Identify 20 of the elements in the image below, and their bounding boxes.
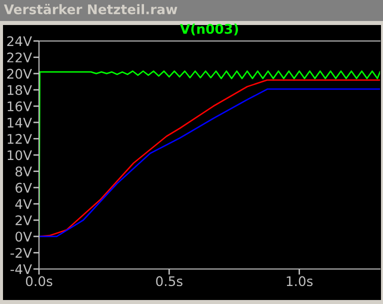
y-tick-label: 18V (8, 85, 32, 96)
y-tick-label: -2V (10, 248, 32, 258)
chart-title: Verstärker Netzteil.raw (4, 4, 178, 14)
y-tick-label: 4V (15, 199, 32, 209)
y-tick-label: 16V (8, 101, 32, 112)
text: V(n003) (180, 24, 238, 36)
x-tick-label: 0.0s (26, 276, 52, 286)
y-tick-label: 20V (7, 68, 32, 79)
y-tick-label: 10V (8, 150, 32, 160)
y-tick-label: 0V (16, 232, 32, 242)
y-tick-label: 2V (16, 215, 32, 226)
y-tick-label: 24V (7, 36, 32, 46)
y-tick-label: 22V (7, 52, 32, 62)
y-tick-label: 8V (16, 166, 32, 176)
y-tick-label: 6V (16, 182, 32, 193)
y-tick-label: 12V (8, 134, 32, 144)
x-tick-label: 1.0s (286, 276, 313, 286)
x-tick-label: 0.5s (156, 276, 182, 286)
y-tick-label: -4V (10, 264, 32, 274)
y-tick-label: 14V (8, 118, 32, 128)
